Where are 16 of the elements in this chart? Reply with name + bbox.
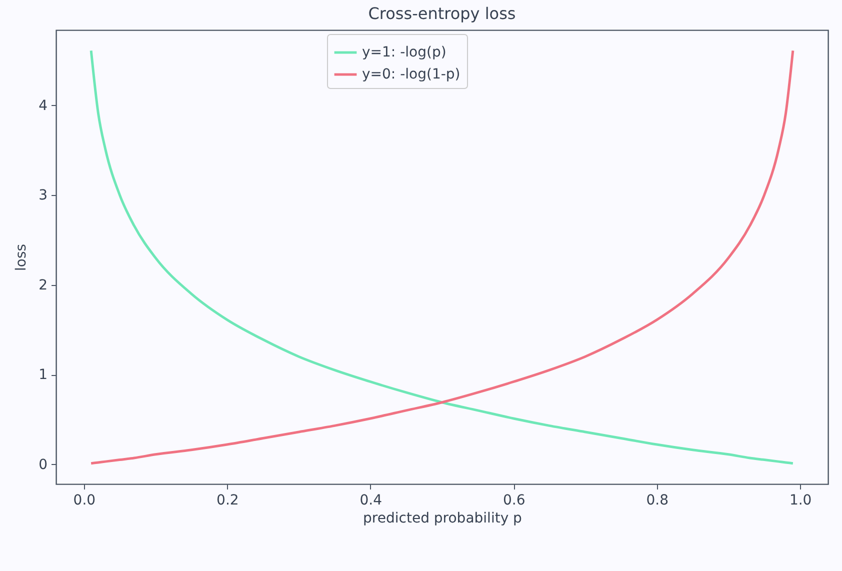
x-tick-label: 0.0 [73, 492, 96, 508]
x-tick-label: 0.2 [216, 492, 239, 508]
y-tick-label: 1 [38, 367, 48, 384]
y-tick-label: 4 [38, 98, 48, 114]
legend-label: y=1: -log(p) [362, 44, 446, 60]
x-axis-title: predicted probability p [363, 510, 522, 526]
x-tick-label: 0.6 [502, 492, 526, 508]
chart-title: Cross-entropy loss [368, 4, 516, 23]
y-tick-label: 3 [38, 188, 48, 204]
x-tick-label: 0.4 [360, 492, 382, 508]
y-axis-title: loss [14, 244, 30, 272]
legend-label: y=0: -log(1-p) [362, 66, 460, 82]
x-tick-label: 1.0 [789, 492, 812, 508]
y-tick-label: 2 [38, 277, 48, 294]
x-tick-label: 0.8 [646, 492, 668, 508]
y-tick-label: 0 [38, 456, 48, 473]
